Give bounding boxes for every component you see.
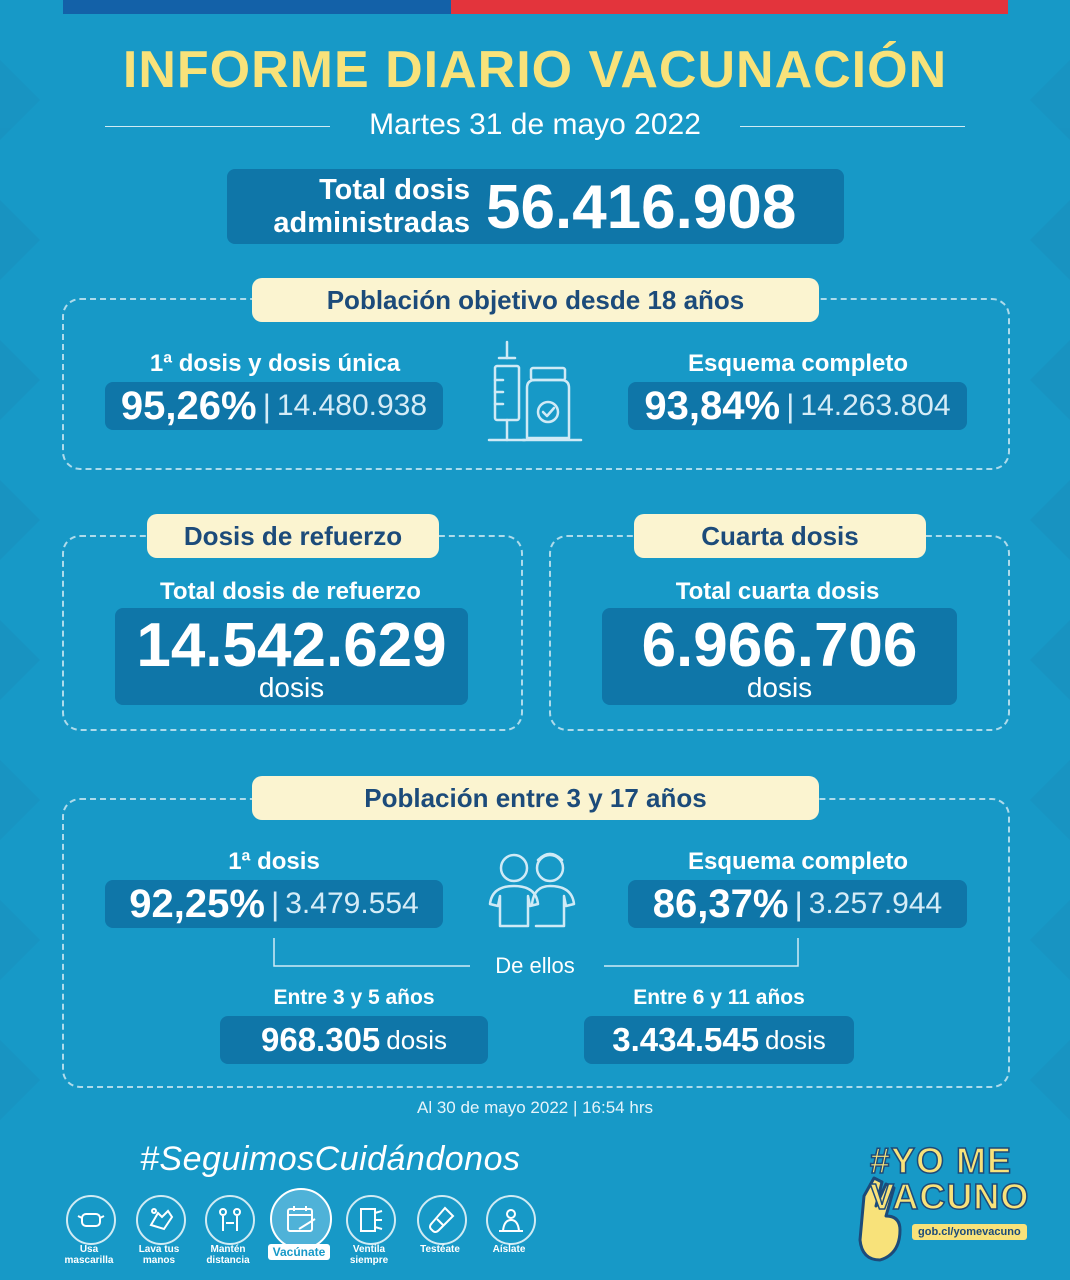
icon-label-handwash: Lava tus manos bbox=[138, 1244, 180, 1266]
children-complete-count: 3.257.944 bbox=[808, 887, 943, 920]
bracket-connector bbox=[273, 938, 799, 967]
booster-total-value: 14.542.629 bbox=[136, 611, 447, 680]
age-3-5-box bbox=[220, 1016, 488, 1064]
separator: | bbox=[270, 885, 280, 922]
icon-label-mask: Usa mascarilla bbox=[64, 1244, 114, 1266]
syringe-vial-icon bbox=[487, 340, 583, 442]
children-icon bbox=[488, 852, 576, 928]
icon-label-isolate: Aíslate bbox=[492, 1244, 526, 1255]
adults-complete-pct: 93,84% bbox=[644, 383, 781, 428]
total-doses-value: 56.416.908 bbox=[486, 173, 797, 242]
isolate-icon bbox=[486, 1195, 536, 1245]
adults-first-dose-count: 14.480.938 bbox=[276, 389, 428, 422]
age-6-11-box bbox=[584, 1016, 854, 1064]
hashtag-seguimos: #SeguimosCuidándonos bbox=[140, 1140, 521, 1178]
hand-peace-icon bbox=[858, 1176, 902, 1262]
window-icon bbox=[346, 1195, 396, 1245]
children-complete-values: 86,37% | 3.257.944 bbox=[628, 880, 967, 928]
age-3-5-label: Entre 3 y 5 años bbox=[273, 986, 435, 1009]
logo-url: gob.cl/yomevacuno bbox=[912, 1224, 1027, 1240]
separator: | bbox=[794, 885, 803, 922]
calendar-syringe-icon bbox=[270, 1188, 332, 1250]
fourth-dose-heading: Cuarta dosis bbox=[634, 514, 926, 558]
total-doses-label-line2: administradas bbox=[273, 207, 470, 239]
adults-first-dose-label: 1ª dosis y dosis única bbox=[149, 350, 401, 377]
fourth-dose-unit: dosis bbox=[746, 672, 813, 703]
booster-total-label: Total dosis de refuerzo bbox=[160, 578, 421, 605]
adults-complete-label: Esquema completo bbox=[687, 350, 909, 377]
adults-complete-count: 14.263.804 bbox=[800, 389, 951, 422]
booster-value-box bbox=[115, 608, 468, 705]
icon-label-window: Ventila siempre bbox=[349, 1244, 389, 1266]
total-doses-box bbox=[227, 169, 844, 244]
age-6-11-label: Entre 6 y 11 años bbox=[633, 986, 805, 1009]
date-rule-left bbox=[105, 126, 330, 127]
children-complete-label: Esquema completo bbox=[687, 848, 909, 875]
icon-label-test: Testéate bbox=[420, 1244, 460, 1255]
adults-complete-values: 93,84% | 14.263.804 bbox=[628, 382, 967, 430]
adults-first-dose-pct: 95,26% bbox=[120, 383, 257, 428]
test-tube-icon bbox=[417, 1195, 467, 1245]
age-3-5-values: 968.305 dosis bbox=[220, 1016, 488, 1064]
booster-heading: Dosis de refuerzo bbox=[147, 514, 439, 558]
age-3-5-unit: dosis bbox=[386, 1024, 447, 1055]
total-doses-label-line1: Total dosis bbox=[319, 174, 470, 206]
logo-line1: #YO ME bbox=[869, 1139, 1013, 1182]
logo-line2: VACUNO bbox=[869, 1175, 1030, 1218]
handwash-icon bbox=[136, 1195, 186, 1245]
separator: | bbox=[786, 387, 795, 424]
separator: | bbox=[262, 387, 271, 424]
children-heading: Población entre 3 y 17 años bbox=[252, 776, 819, 820]
page-title: INFORME DIARIO VACUNACIÓN bbox=[122, 41, 948, 99]
booster-unit: dosis bbox=[258, 672, 325, 703]
distance-icon bbox=[205, 1195, 255, 1245]
children-first-dose-pct: 92,25% bbox=[129, 881, 265, 926]
date-rule-right bbox=[740, 126, 965, 127]
adults-complete-box bbox=[628, 382, 967, 430]
children-complete-pct: 86,37% bbox=[652, 881, 789, 926]
fourth-dose-total-value: 6.966.706 bbox=[641, 611, 918, 680]
children-first-dose-label: 1ª dosis bbox=[228, 848, 320, 875]
fourth-dose-total-label: Total cuarta dosis bbox=[675, 578, 880, 605]
flag-bar-blue bbox=[63, 0, 451, 14]
age-6-11-values: 3.434.545 dosis bbox=[584, 1016, 854, 1064]
children-first-dose-box bbox=[105, 880, 443, 928]
icon-label-distance: Mantén distancia bbox=[206, 1244, 250, 1266]
adults-first-dose-values: 95,26% | 14.480.938 bbox=[105, 382, 443, 430]
adults-heading: Población objetivo desde 18 años bbox=[252, 278, 819, 322]
flag-bar-red bbox=[451, 0, 1008, 14]
children-first-dose-values: 92,25% | 3.479.554 bbox=[105, 880, 443, 928]
fourth-dose-value-box bbox=[602, 608, 957, 705]
total-doses-label: Total dosis administradas bbox=[240, 174, 470, 240]
age-6-11-unit: dosis bbox=[765, 1024, 826, 1055]
age-6-11-value: 3.434.545 bbox=[612, 1021, 760, 1058]
children-complete-box bbox=[628, 880, 967, 928]
children-first-dose-count: 3.479.554 bbox=[285, 887, 419, 920]
report-date: Martes 31 de mayo 2022 bbox=[369, 108, 701, 141]
yomevacuno-logo: #YO ME VACUNO gob.cl/yomevacuno bbox=[856, 1139, 1029, 1268]
icon-label-vacunate: Vacúnate bbox=[268, 1244, 330, 1260]
data-timestamp: Al 30 de mayo 2022 | 16:54 hrs bbox=[417, 1098, 653, 1117]
adults-first-dose-box bbox=[105, 382, 443, 430]
de-ellos-label: De ellos bbox=[495, 953, 575, 978]
mask-icon bbox=[66, 1195, 116, 1245]
age-3-5-value: 968.305 bbox=[261, 1021, 381, 1058]
